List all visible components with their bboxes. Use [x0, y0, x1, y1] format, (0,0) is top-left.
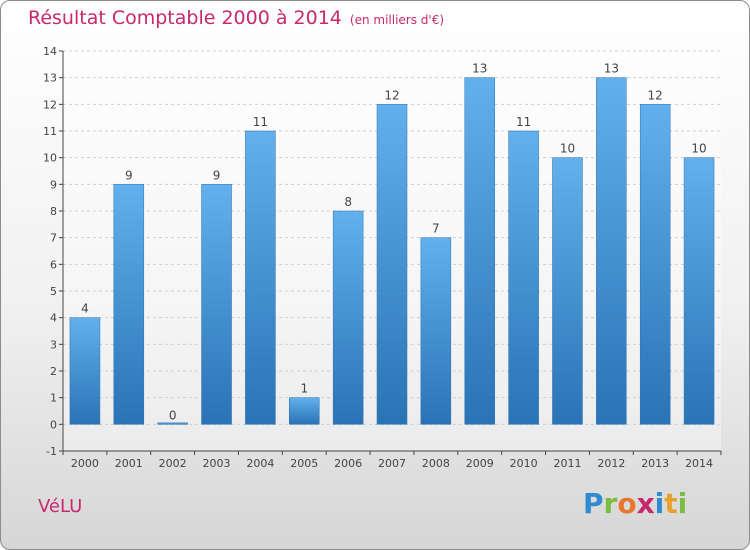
y-tick-label: 4	[50, 312, 57, 325]
logo-letter: P	[583, 487, 604, 520]
data-label: 9	[125, 168, 133, 182]
y-tick-label: 10	[43, 152, 57, 165]
x-tick-label: 2014	[685, 457, 713, 470]
data-label: 9	[213, 168, 221, 182]
y-tick-label: 1	[50, 392, 57, 405]
x-tick-label: 2006	[334, 457, 362, 470]
logo-letter: i	[677, 487, 688, 520]
x-tick-label: 2001	[115, 457, 143, 470]
bar	[201, 184, 232, 425]
bar	[69, 317, 101, 425]
x-tick-label: 2012	[597, 457, 625, 470]
bar	[420, 237, 452, 425]
chart-title: Résultat Comptable 2000 à 2014 (en millie…	[28, 7, 444, 29]
bar	[552, 157, 583, 425]
y-tick-label: 5	[50, 285, 57, 298]
bar	[157, 422, 188, 425]
logo-letter: r	[603, 487, 618, 520]
y-tick-label: 13	[43, 72, 57, 85]
logo-letter: t	[664, 487, 678, 520]
x-tick-label: 2013	[641, 457, 669, 470]
place-name: VéLU	[38, 496, 83, 517]
data-label: 13	[472, 62, 487, 76]
logo-letter: i	[654, 487, 665, 520]
y-tick-label: -1	[46, 445, 57, 458]
bar	[376, 104, 408, 425]
chart-subtitle: (en milliers d'€)	[349, 13, 445, 27]
y-tick-label: 6	[50, 258, 57, 271]
y-tick-label: 9	[50, 178, 57, 191]
bar	[683, 157, 715, 425]
x-tick-label: 2011	[553, 457, 581, 470]
y-tick-label: 14	[43, 45, 57, 58]
proxiti-logo: Proxiti	[583, 487, 687, 520]
x-tick-label: 2004	[246, 457, 274, 470]
x-tick-label: 2010	[510, 457, 538, 470]
x-tick-label: 2009	[466, 457, 494, 470]
logo-letter: x	[636, 487, 655, 520]
bar	[245, 130, 276, 425]
logo-letter: o	[617, 487, 637, 520]
data-label: 11	[253, 115, 268, 129]
x-tick-label: 2000	[71, 457, 99, 470]
y-tick-label: 8	[50, 205, 57, 218]
data-label: 11	[516, 115, 531, 129]
bar	[508, 130, 539, 425]
bar	[113, 184, 145, 425]
data-label: 13	[604, 62, 619, 76]
bar	[639, 104, 671, 425]
bar	[332, 210, 364, 425]
x-tick-label: 2003	[203, 457, 231, 470]
data-label: 10	[691, 142, 706, 156]
y-tick-label: 3	[50, 338, 57, 351]
data-label: 12	[648, 88, 663, 102]
y-tick-label: 7	[50, 232, 57, 245]
data-label: 10	[560, 142, 575, 156]
y-tick-label: 0	[50, 418, 57, 431]
x-tick-label: 2005	[290, 457, 318, 470]
title-text: Résultat Comptable 2000 à 2014	[28, 7, 342, 29]
bar	[289, 397, 320, 425]
data-label: 1	[300, 382, 308, 396]
data-label: 7	[432, 222, 440, 236]
x-tick-label: 2008	[422, 457, 450, 470]
bar	[464, 77, 495, 425]
bar	[596, 77, 627, 425]
y-tick-label: 12	[43, 98, 57, 111]
data-label: 12	[384, 88, 399, 102]
data-label: 0	[169, 408, 177, 422]
data-label: 4	[81, 302, 89, 316]
y-tick-label: 11	[43, 125, 57, 138]
y-tick-label: 2	[50, 365, 57, 378]
x-tick-label: 2007	[378, 457, 406, 470]
x-tick-label: 2002	[159, 457, 187, 470]
data-label: 8	[344, 195, 352, 209]
